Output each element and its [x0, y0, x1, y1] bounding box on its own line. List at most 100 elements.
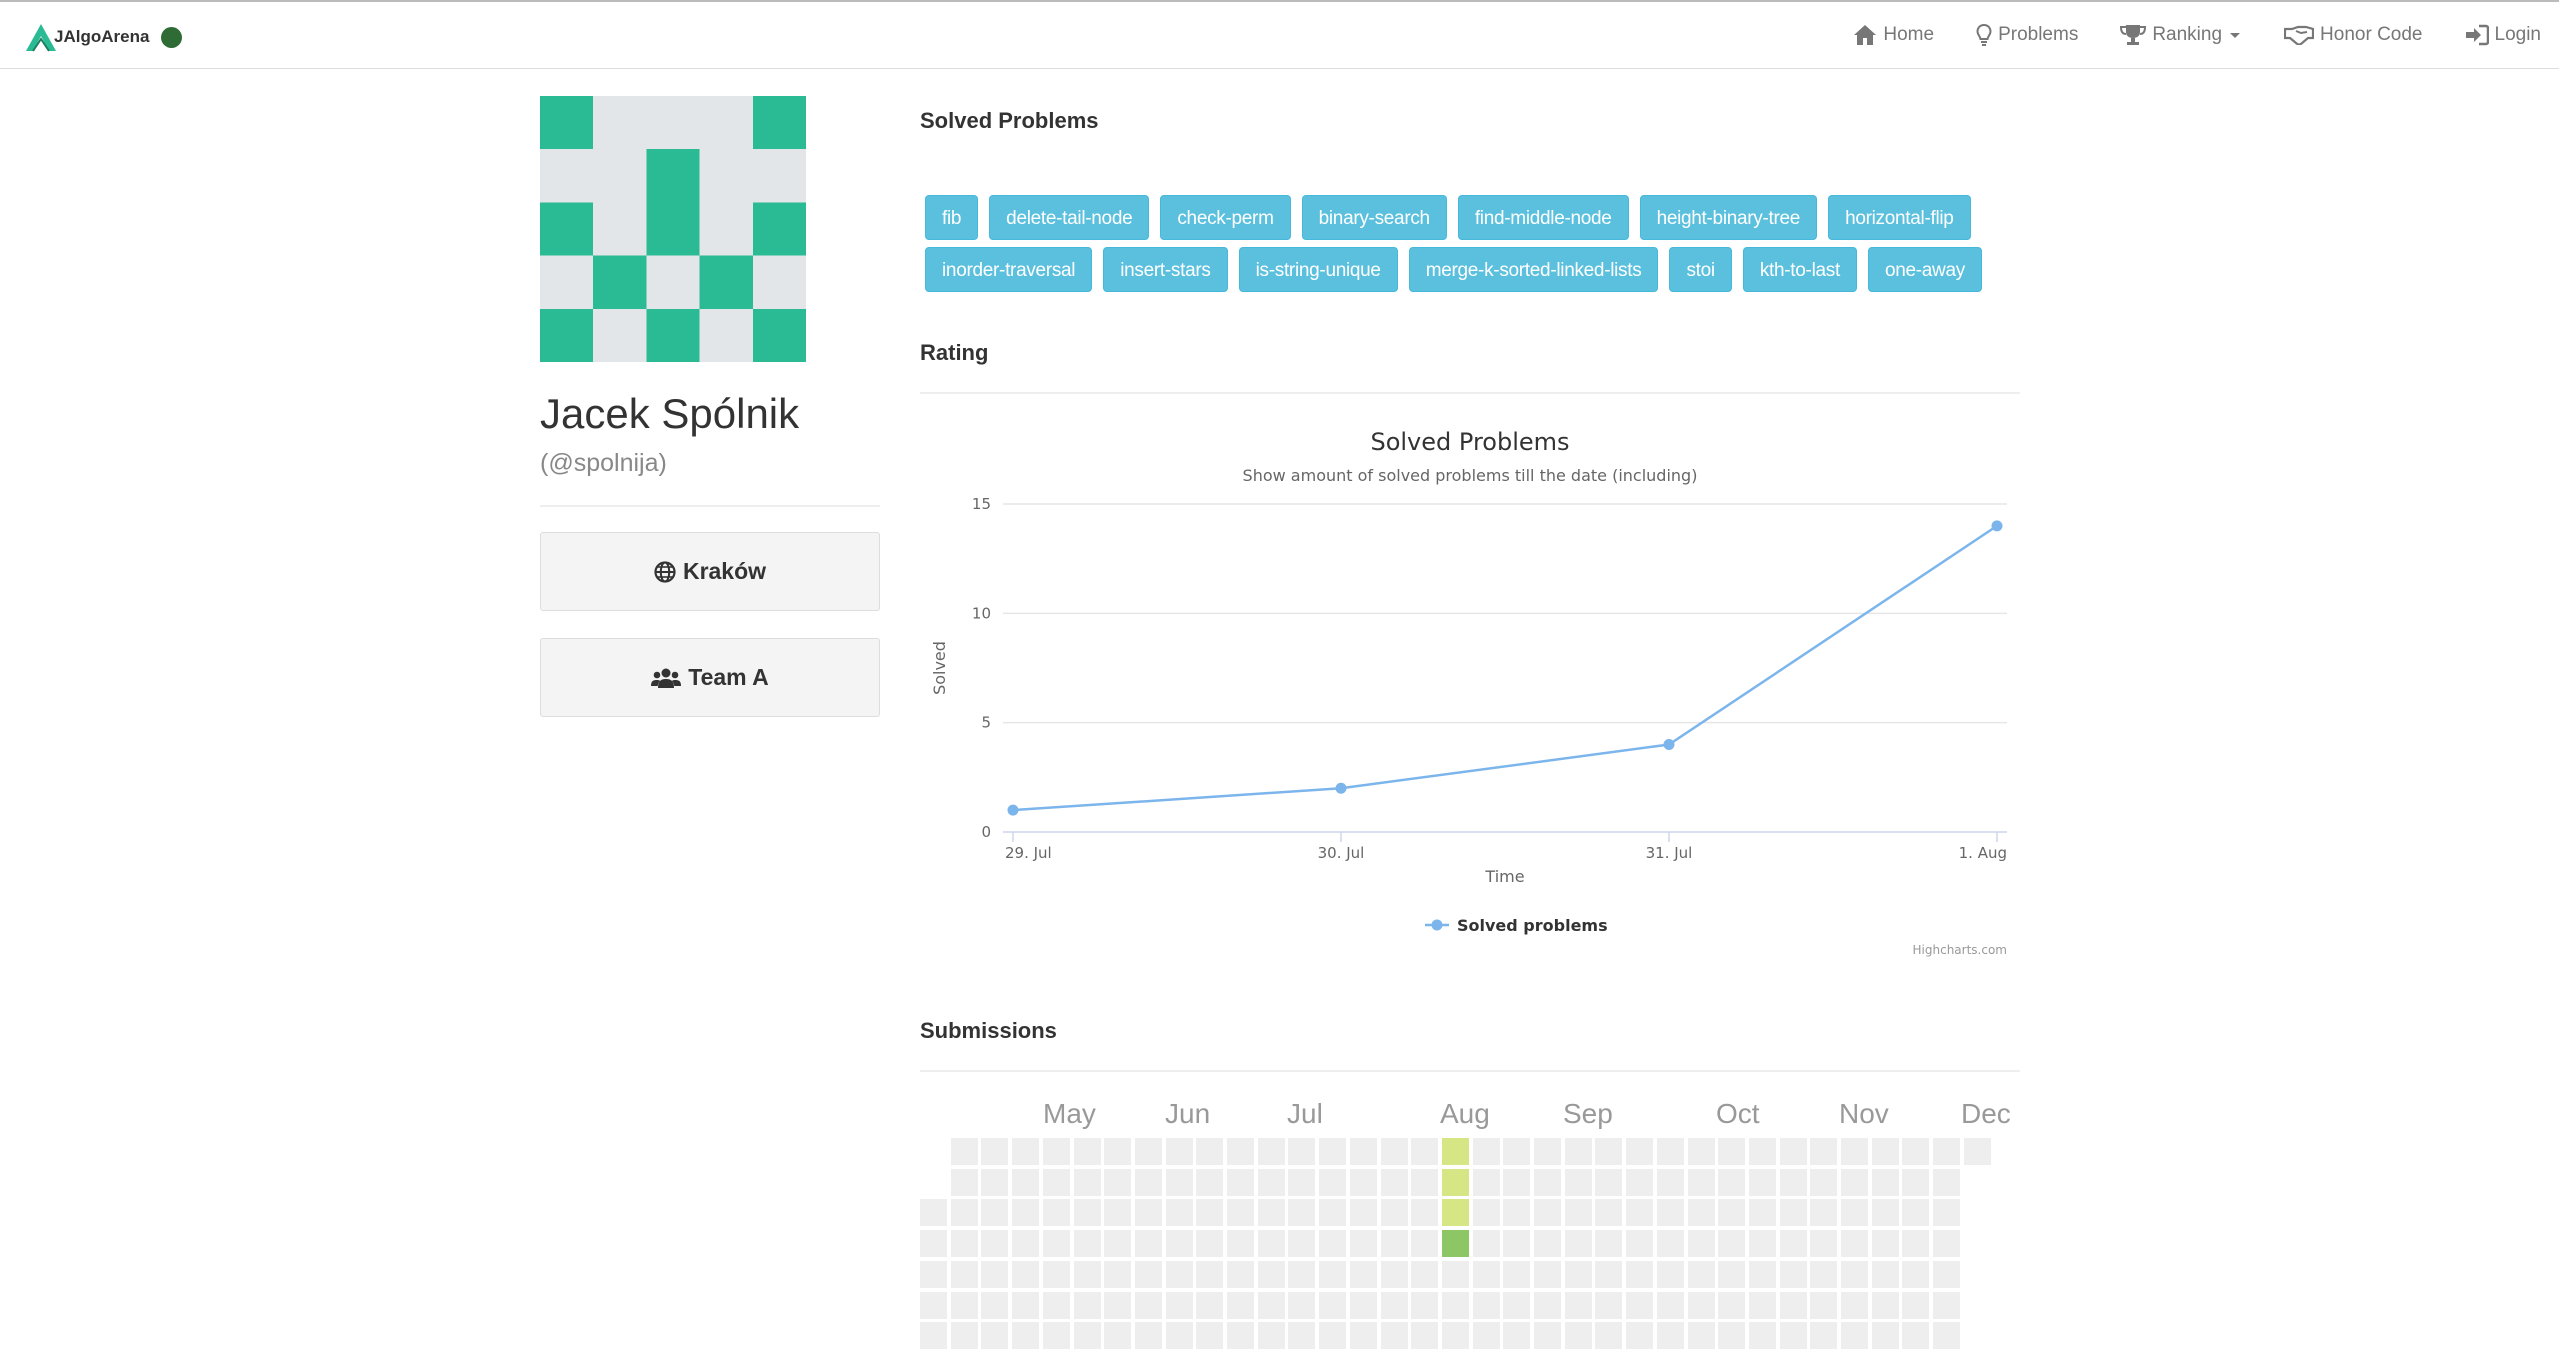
calendar-day[interactable] [1288, 1322, 1316, 1350]
calendar-day[interactable] [1871, 1291, 1899, 1319]
calendar-day[interactable] [1718, 1291, 1746, 1319]
calendar-day[interactable] [1165, 1322, 1193, 1350]
calendar-day[interactable] [1595, 1199, 1623, 1227]
calendar-day[interactable] [1073, 1291, 1101, 1319]
calendar-day[interactable] [1349, 1138, 1377, 1165]
calendar-day[interactable] [1134, 1138, 1162, 1165]
calendar-day[interactable] [1257, 1291, 1285, 1319]
calendar-day[interactable] [1042, 1230, 1070, 1258]
calendar-day[interactable] [1687, 1230, 1715, 1258]
calendar-day[interactable] [1441, 1260, 1469, 1288]
calendar-day[interactable] [1564, 1138, 1592, 1165]
calendar-day[interactable] [1564, 1168, 1592, 1196]
calendar-day[interactable] [1810, 1230, 1838, 1258]
calendar-day[interactable] [1871, 1260, 1899, 1288]
calendar-day[interactable] [920, 1291, 947, 1319]
calendar-day[interactable] [1288, 1230, 1316, 1258]
calendar-day[interactable] [1718, 1199, 1746, 1227]
calendar-day[interactable] [1902, 1168, 1930, 1196]
problem-tag[interactable]: horizontal-flip [1828, 195, 1971, 240]
calendar-day[interactable] [1933, 1230, 1961, 1258]
calendar-day[interactable] [950, 1322, 978, 1350]
problem-tag[interactable]: insert-stars [1103, 247, 1228, 292]
calendar-day[interactable] [1257, 1322, 1285, 1350]
problem-tag[interactable]: binary-search [1301, 195, 1447, 240]
calendar-day[interactable] [1564, 1260, 1592, 1288]
calendar-day[interactable] [1441, 1291, 1469, 1319]
calendar-day[interactable] [1534, 1199, 1561, 1227]
calendar-day[interactable] [1810, 1199, 1838, 1227]
calendar-day[interactable] [1227, 1230, 1254, 1258]
calendar-day[interactable] [1104, 1322, 1132, 1350]
problem-tag[interactable]: stoi [1669, 247, 1732, 292]
calendar-day[interactable] [981, 1291, 1009, 1319]
calendar-day[interactable] [1656, 1322, 1684, 1350]
chart-credits[interactable]: Highcharts.com [1913, 943, 2007, 957]
calendar-day[interactable] [1104, 1260, 1132, 1288]
calendar-day[interactable] [1134, 1322, 1162, 1350]
calendar-day[interactable] [1779, 1322, 1807, 1350]
calendar-day[interactable] [1687, 1138, 1715, 1165]
calendar-day[interactable] [1718, 1168, 1746, 1196]
calendar-day[interactable] [1748, 1168, 1776, 1196]
calendar-day[interactable] [1472, 1260, 1500, 1288]
calendar-day[interactable] [1902, 1199, 1930, 1227]
data-point[interactable] [1991, 520, 2003, 532]
calendar-day[interactable] [1104, 1168, 1132, 1196]
calendar-day[interactable] [1595, 1322, 1623, 1350]
calendar-day[interactable] [1073, 1230, 1101, 1258]
calendar-day[interactable] [1748, 1230, 1776, 1258]
calendar-day[interactable] [1871, 1322, 1899, 1350]
calendar-day[interactable] [1534, 1260, 1561, 1288]
calendar-day[interactable] [1288, 1291, 1316, 1319]
calendar-day[interactable] [1564, 1230, 1592, 1258]
calendar-day[interactable] [1319, 1230, 1347, 1258]
calendar-day[interactable] [1411, 1199, 1439, 1227]
calendar-day[interactable] [1134, 1168, 1162, 1196]
calendar-day[interactable] [1503, 1138, 1531, 1165]
calendar-day[interactable] [1687, 1322, 1715, 1350]
problem-tag[interactable]: find-middle-node [1457, 195, 1629, 240]
calendar-day[interactable] [1042, 1291, 1070, 1319]
calendar-day[interactable] [1134, 1230, 1162, 1258]
calendar-day[interactable] [950, 1138, 978, 1165]
calendar-day[interactable] [1380, 1260, 1408, 1288]
data-point[interactable] [1335, 782, 1347, 794]
calendar-day[interactable] [1196, 1138, 1224, 1165]
calendar-day[interactable] [1227, 1260, 1254, 1288]
calendar-day[interactable] [1165, 1199, 1193, 1227]
calendar-day[interactable] [1472, 1291, 1500, 1319]
calendar-day[interactable] [1656, 1199, 1684, 1227]
calendar-day[interactable] [1196, 1168, 1224, 1196]
calendar-day[interactable] [950, 1199, 978, 1227]
calendar-day[interactable] [1227, 1138, 1254, 1165]
calendar-day[interactable] [1687, 1260, 1715, 1288]
calendar-day[interactable] [1441, 1230, 1469, 1258]
calendar-day[interactable] [1012, 1322, 1040, 1350]
calendar-day[interactable] [981, 1138, 1009, 1165]
calendar-day[interactable] [1165, 1291, 1193, 1319]
calendar-day[interactable] [1012, 1199, 1040, 1227]
calendar-day[interactable] [1134, 1199, 1162, 1227]
calendar-day[interactable] [1718, 1260, 1746, 1288]
calendar-day[interactable] [1472, 1230, 1500, 1258]
calendar-day[interactable] [1441, 1199, 1469, 1227]
calendar-day[interactable] [1718, 1230, 1746, 1258]
calendar-day[interactable] [1503, 1230, 1531, 1258]
calendar-day[interactable] [1748, 1138, 1776, 1165]
calendar-day[interactable] [1841, 1138, 1868, 1165]
calendar-day[interactable] [1595, 1230, 1623, 1258]
calendar-day[interactable] [981, 1260, 1009, 1288]
calendar-day[interactable] [1503, 1291, 1531, 1319]
calendar-day[interactable] [1748, 1199, 1776, 1227]
calendar-day[interactable] [1841, 1199, 1868, 1227]
calendar-day[interactable] [1012, 1230, 1040, 1258]
calendar-day[interactable] [1380, 1230, 1408, 1258]
calendar-day[interactable] [1534, 1291, 1561, 1319]
calendar-day[interactable] [1227, 1322, 1254, 1350]
nav-ranking[interactable]: Ranking [2120, 24, 2242, 46]
calendar-day[interactable] [1656, 1291, 1684, 1319]
calendar-day[interactable] [1349, 1230, 1377, 1258]
calendar-day[interactable] [1595, 1168, 1623, 1196]
calendar-day[interactable] [1902, 1230, 1930, 1258]
